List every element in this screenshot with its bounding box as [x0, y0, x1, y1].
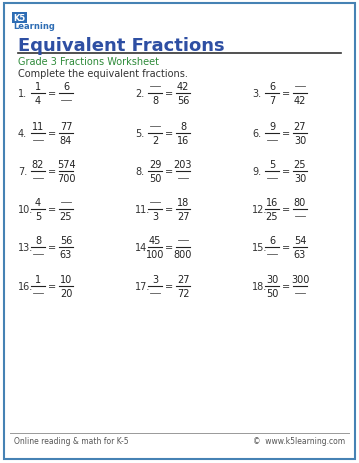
Text: 12.: 12. — [252, 205, 267, 214]
Text: 27: 27 — [177, 212, 189, 221]
Text: 11: 11 — [32, 122, 44, 131]
Text: 9: 9 — [269, 122, 275, 131]
Text: 63: 63 — [60, 250, 72, 259]
Text: 5.: 5. — [135, 129, 144, 139]
Text: =: = — [282, 89, 290, 99]
Text: 16: 16 — [266, 198, 278, 207]
Text: =: = — [48, 282, 56, 291]
Text: 203: 203 — [174, 160, 192, 169]
Text: 30: 30 — [294, 136, 306, 146]
Text: 82: 82 — [32, 160, 44, 169]
Text: =: = — [282, 243, 290, 252]
Text: 5: 5 — [269, 160, 275, 169]
Text: 50: 50 — [149, 174, 161, 184]
Text: =: = — [282, 167, 290, 176]
Text: Online reading & math for K-5: Online reading & math for K-5 — [14, 437, 129, 445]
Text: 15.: 15. — [252, 243, 267, 252]
Text: 8.: 8. — [135, 167, 144, 176]
Text: 700: 700 — [57, 174, 75, 184]
Text: 7.: 7. — [18, 167, 27, 176]
Text: Complete the equivalent fractions.: Complete the equivalent fractions. — [18, 69, 188, 79]
Text: 6: 6 — [63, 82, 69, 92]
Text: 30: 30 — [266, 275, 278, 284]
Text: 42: 42 — [177, 82, 189, 92]
Text: 54: 54 — [294, 236, 306, 245]
FancyBboxPatch shape — [4, 4, 355, 459]
Text: =: = — [48, 89, 56, 99]
Text: 29: 29 — [149, 160, 161, 169]
Text: =: = — [165, 167, 173, 176]
Text: 30: 30 — [294, 174, 306, 184]
Text: 3: 3 — [152, 212, 158, 221]
Text: 100: 100 — [146, 250, 164, 259]
Text: 45: 45 — [149, 236, 161, 245]
Text: =: = — [282, 282, 290, 291]
Text: 56: 56 — [60, 236, 72, 245]
Text: 27: 27 — [294, 122, 306, 131]
Text: 16: 16 — [177, 136, 189, 146]
Text: 84: 84 — [60, 136, 72, 146]
Text: 5: 5 — [35, 212, 41, 221]
Text: 4.: 4. — [18, 129, 27, 139]
Text: 16.: 16. — [18, 282, 33, 291]
Text: 25: 25 — [60, 212, 72, 221]
Text: 50: 50 — [266, 288, 278, 298]
Text: 7: 7 — [269, 96, 275, 106]
Text: 25: 25 — [266, 212, 278, 221]
Text: 300: 300 — [291, 275, 309, 284]
Text: =: = — [282, 129, 290, 139]
Text: 63: 63 — [294, 250, 306, 259]
Text: 2.: 2. — [135, 89, 144, 99]
Text: =: = — [48, 243, 56, 252]
Text: 20: 20 — [60, 288, 72, 298]
Text: 574: 574 — [57, 160, 75, 169]
Text: 3: 3 — [152, 275, 158, 284]
Text: K5: K5 — [13, 14, 25, 23]
Text: 72: 72 — [177, 288, 189, 298]
Text: 13.: 13. — [18, 243, 33, 252]
Text: 14.: 14. — [135, 243, 150, 252]
Text: 6.: 6. — [252, 129, 261, 139]
Text: =: = — [165, 205, 173, 214]
Text: 10: 10 — [60, 275, 72, 284]
Text: 56: 56 — [177, 96, 189, 106]
Text: =: = — [165, 89, 173, 99]
Text: =: = — [282, 205, 290, 214]
Text: =: = — [48, 205, 56, 214]
Text: 1: 1 — [35, 275, 41, 284]
Text: 1: 1 — [35, 82, 41, 92]
Text: 1.: 1. — [18, 89, 27, 99]
Text: 17.: 17. — [135, 282, 150, 291]
Text: 6: 6 — [269, 82, 275, 92]
Text: =: = — [48, 167, 56, 176]
Text: 2: 2 — [152, 136, 158, 146]
Text: 4: 4 — [35, 198, 41, 207]
Text: Learning: Learning — [13, 22, 55, 31]
Text: 9.: 9. — [252, 167, 261, 176]
Text: 4: 4 — [35, 96, 41, 106]
Text: Equivalent Fractions: Equivalent Fractions — [18, 37, 225, 55]
Text: 10.: 10. — [18, 205, 33, 214]
Text: =: = — [165, 243, 173, 252]
Text: ©  www.k5learning.com: © www.k5learning.com — [253, 437, 345, 445]
Text: =: = — [165, 282, 173, 291]
Text: 800: 800 — [174, 250, 192, 259]
Text: 8: 8 — [180, 122, 186, 131]
Text: =: = — [48, 129, 56, 139]
Text: 18: 18 — [177, 198, 189, 207]
Text: 27: 27 — [177, 275, 189, 284]
Text: 6: 6 — [269, 236, 275, 245]
Text: 25: 25 — [294, 160, 306, 169]
Text: 8: 8 — [152, 96, 158, 106]
Text: 42: 42 — [294, 96, 306, 106]
Text: 8: 8 — [35, 236, 41, 245]
Text: Grade 3 Fractions Worksheet: Grade 3 Fractions Worksheet — [18, 57, 159, 67]
Text: 3.: 3. — [252, 89, 261, 99]
Text: =: = — [165, 129, 173, 139]
Text: 80: 80 — [294, 198, 306, 207]
Text: 77: 77 — [60, 122, 72, 131]
Text: 11.: 11. — [135, 205, 150, 214]
Text: 18.: 18. — [252, 282, 267, 291]
